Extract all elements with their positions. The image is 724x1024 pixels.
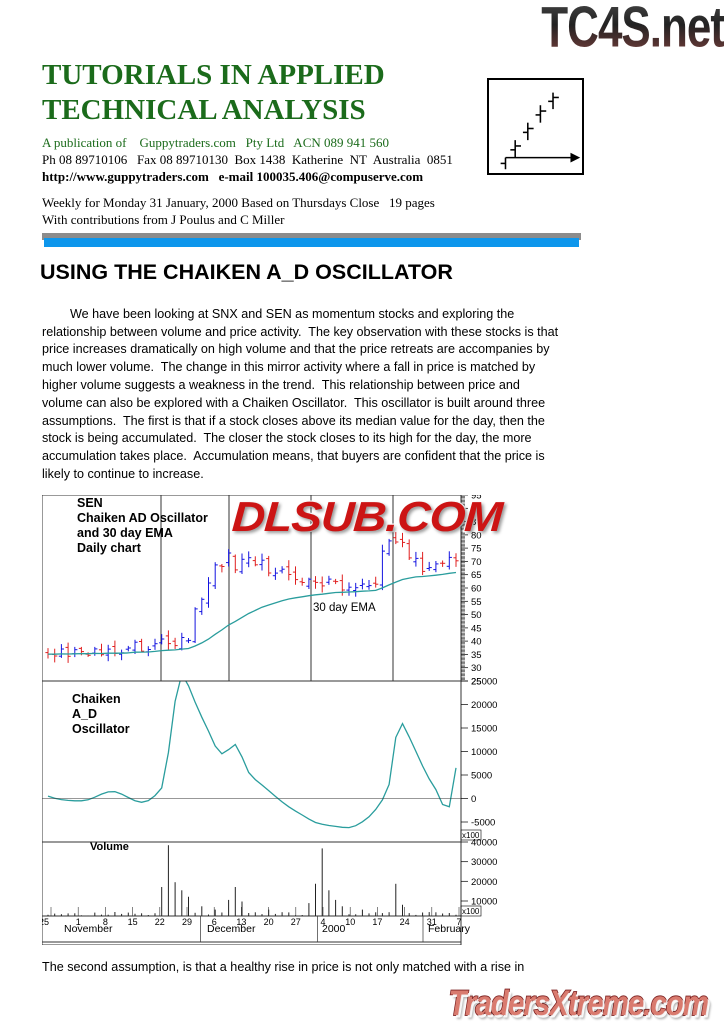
- svg-text:Volume: Volume: [90, 841, 129, 853]
- svg-text:A_D: A_D: [72, 707, 97, 721]
- svg-text:27: 27: [291, 917, 301, 927]
- svg-text:February: February: [428, 923, 471, 935]
- svg-text:0: 0: [471, 794, 476, 805]
- svg-text:Chaiken AD Oscillator: Chaiken AD Oscillator: [77, 511, 208, 525]
- svg-text:and 30 day EMA: and 30 day EMA: [77, 526, 173, 540]
- svg-text:2000: 2000: [322, 923, 346, 935]
- svg-text:30000: 30000: [471, 857, 497, 868]
- svg-text:30: 30: [471, 663, 482, 674]
- svg-text:75: 75: [471, 544, 482, 555]
- svg-text:December: December: [207, 923, 256, 935]
- svg-text:-5000: -5000: [471, 818, 495, 829]
- svg-text:Daily chart: Daily chart: [77, 541, 142, 555]
- svg-text:24: 24: [400, 917, 410, 927]
- svg-text:10000: 10000: [471, 747, 497, 758]
- svg-text:35: 35: [471, 650, 482, 661]
- svg-text:20: 20: [264, 917, 274, 927]
- svg-text:50: 50: [471, 610, 482, 621]
- svg-text:30 day EMA: 30 day EMA: [313, 602, 376, 614]
- svg-text:November: November: [64, 923, 113, 935]
- svg-text:29: 29: [182, 917, 192, 927]
- svg-text:40000: 40000: [471, 838, 497, 849]
- svg-text:65: 65: [471, 570, 482, 581]
- svg-text:17: 17: [372, 917, 382, 927]
- svg-text:40: 40: [471, 637, 482, 648]
- svg-text:60: 60: [471, 584, 482, 595]
- svg-text:25: 25: [42, 917, 49, 927]
- svg-text:5000: 5000: [471, 771, 492, 782]
- svg-text:25000: 25000: [471, 677, 497, 688]
- svg-text:20000: 20000: [471, 877, 497, 888]
- svg-text:x100: x100: [462, 907, 480, 916]
- svg-text:20000: 20000: [471, 700, 497, 711]
- svg-text:55: 55: [471, 597, 482, 608]
- svg-text:SEN: SEN: [77, 496, 103, 510]
- svg-text:15: 15: [128, 917, 138, 927]
- svg-text:22: 22: [155, 917, 165, 927]
- svg-text:10: 10: [345, 917, 355, 927]
- svg-text:70: 70: [471, 557, 482, 568]
- svg-text:Chaiken: Chaiken: [72, 692, 121, 706]
- svg-text:15000: 15000: [471, 724, 497, 735]
- svg-text:45: 45: [471, 623, 482, 634]
- svg-text:Oscillator: Oscillator: [72, 722, 130, 736]
